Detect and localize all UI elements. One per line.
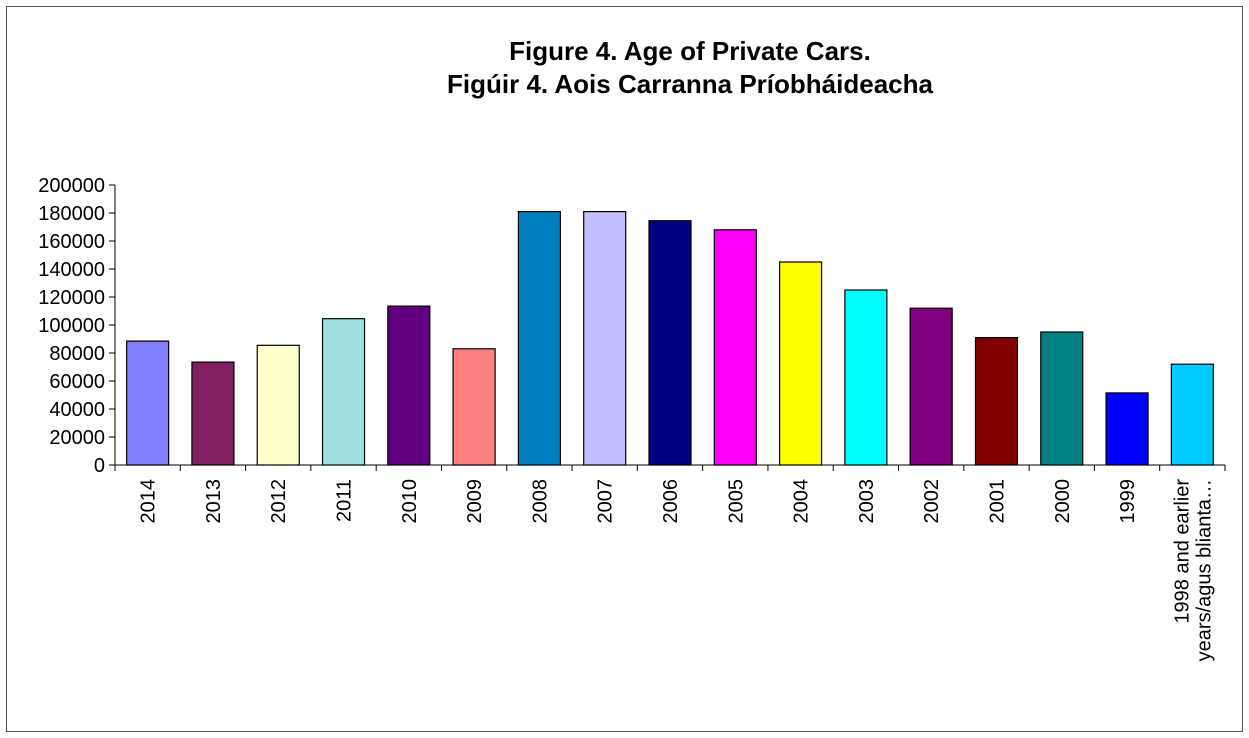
bar [844, 289, 888, 466]
x-tick-label-group: 2012 [268, 479, 290, 524]
x-tick-label: 2009 [464, 479, 486, 524]
y-tick-label: 160000 [38, 231, 105, 253]
bar [191, 361, 235, 466]
x-tick-label: 2011 [334, 479, 356, 522]
bar [974, 337, 1019, 466]
bar [256, 344, 300, 466]
x-tick-label-group: 2004 [791, 479, 813, 524]
bar [387, 305, 431, 466]
y-tick-label: 180000 [38, 203, 105, 225]
x-tick-label-group: 1999 [1117, 479, 1139, 524]
bar [126, 340, 170, 466]
x-tick-label-group: 2014 [138, 479, 160, 524]
y-tick-label: 0 [94, 455, 105, 477]
x-tick-label: 2003 [856, 479, 878, 524]
y-tick-label: 120000 [38, 287, 105, 309]
bar [1170, 363, 1214, 466]
bar [909, 307, 953, 466]
y-tick-label: 200000 [38, 175, 105, 197]
x-tick-label: 2002 [921, 479, 943, 524]
y-tick-label: 60000 [49, 371, 105, 393]
x-tick-label: 2004 [791, 479, 813, 524]
bar [648, 220, 692, 466]
x-tick-label-group: 2009 [464, 479, 486, 524]
bar [452, 348, 496, 466]
x-tick-label-group: 2008 [529, 479, 551, 524]
chart-subtitle: Figúir 4. Aois Carranna Príobháideacha [447, 69, 933, 99]
x-tick-label-group: 2013 [203, 479, 225, 524]
y-tick-label: 20000 [49, 427, 105, 449]
y-tick-label: 80000 [49, 343, 105, 365]
x-tick-label-group: 2000 [1052, 479, 1074, 524]
x-tick-label: 2010 [399, 479, 421, 524]
x-tick-label: 2000 [1052, 479, 1074, 524]
x-tick-label-group: 2006 [660, 479, 682, 524]
x-tick-label-group: 2001 [986, 479, 1008, 524]
y-tick-label: 40000 [49, 399, 105, 421]
x-tick-label: 2007 [595, 479, 617, 524]
bar [1105, 392, 1149, 466]
bar [713, 229, 757, 466]
x-tick-label: 1998 and earlier [1171, 479, 1193, 624]
category-labels: 2014 2013 2012 2011 2010 2009 2008 2007 2006 2005… [138, 479, 1216, 662]
x-tick-label-group: 2007 [595, 479, 617, 524]
x-axis [114, 464, 1226, 471]
y-tick-label: 100000 [38, 315, 105, 337]
chart-title-block: Figure 4. Age of Private Cars. Figúir 4.… [290, 35, 1090, 101]
chart-title: Figure 4. Age of Private Cars. [509, 36, 871, 66]
bar [1040, 331, 1084, 466]
bar [778, 261, 823, 466]
x-tick-label: years/agus blianta… [1193, 479, 1215, 661]
x-tick-label: 2008 [529, 479, 551, 524]
x-tick-label: 2013 [203, 479, 225, 524]
x-tick-label-group: 2011 [334, 479, 356, 522]
x-tick-label-group: 2005 [725, 479, 747, 524]
y-axis: 0 20000 40000 60000 80000 100000 120000 140000 1… [38, 175, 116, 477]
x-tick-label-group: 2002 [921, 479, 943, 524]
x-tick-label-group: 1998 and earlier years/agus blianta… [1171, 479, 1215, 662]
bar [517, 211, 562, 466]
x-tick-label: 2001 [986, 479, 1008, 524]
x-tick-label: 1999 [1117, 479, 1139, 524]
x-tick-label: 2014 [138, 479, 160, 524]
x-tick-label: 2005 [725, 479, 747, 524]
y-tick-label: 140000 [38, 259, 105, 281]
x-tick-label-group: 2010 [399, 479, 421, 524]
x-tick-label: 2012 [268, 479, 290, 524]
bar [321, 318, 366, 466]
bar [583, 211, 627, 466]
x-tick-label-group: 2003 [856, 479, 878, 524]
bars [126, 211, 1214, 466]
x-tick-label: 2006 [660, 479, 682, 524]
